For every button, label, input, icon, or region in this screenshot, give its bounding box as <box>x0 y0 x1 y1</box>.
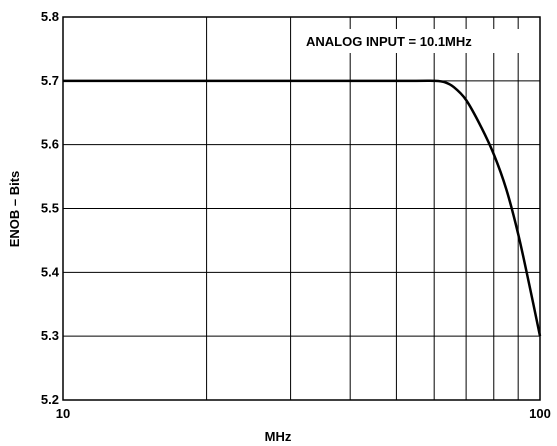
plot-area <box>63 79 542 337</box>
y-tick-label: 5.4 <box>41 264 60 279</box>
y-tick-label: 5.5 <box>41 201 59 216</box>
plot-frame <box>62 16 541 401</box>
y-axis-title: ENOB – Bits <box>7 171 22 248</box>
y-tick-label: 5.7 <box>41 73 59 88</box>
y-tick-label: 5.8 <box>41 9 59 24</box>
series-line <box>63 79 542 337</box>
x-tick-label: 10 <box>56 406 70 421</box>
x-axis-title: MHz <box>265 429 292 444</box>
y-tick-labels: 5.2 5.3 5.4 5.5 5.6 5.7 5.8 <box>41 9 60 407</box>
annotation-background <box>293 29 519 53</box>
x-tick-labels: 10 100 <box>56 406 551 421</box>
annotation-text: ANALOG INPUT = 10.1MHz <box>306 34 472 49</box>
x-tick-label: 100 <box>529 406 551 421</box>
grid <box>62 16 541 401</box>
y-tick-label: 5.2 <box>41 392 59 407</box>
y-tick-label: 5.6 <box>41 137 59 152</box>
y-tick-label: 5.3 <box>41 328 59 343</box>
